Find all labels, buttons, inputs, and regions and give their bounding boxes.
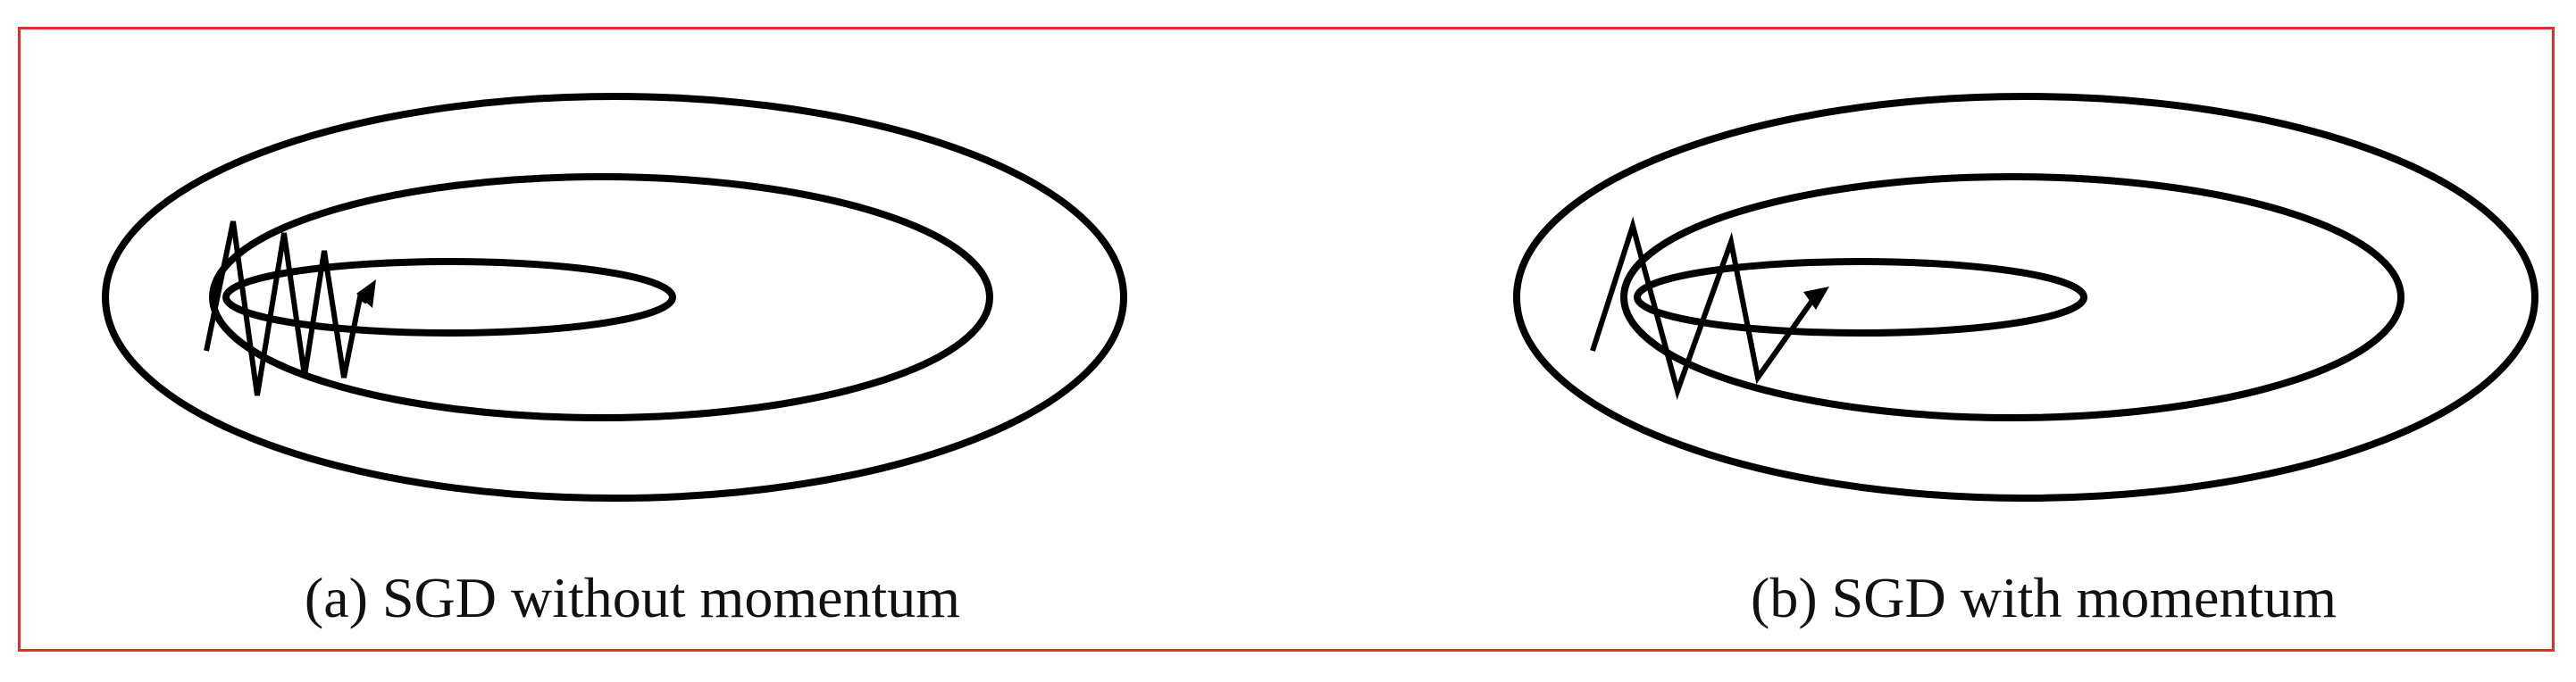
sgd-trajectory-no-momentum (204, 220, 369, 396)
contour-plot-a (102, 93, 1127, 502)
figure-frame: (a) SGD without momentum (b) SGD with mo… (18, 27, 2555, 652)
sgd-trajectory-with-momentum (1590, 216, 1814, 400)
caption-sgd-without-momentum: (a) SGD without momentum (304, 566, 961, 629)
caption-sgd-with-momentum: (b) SGD with momentum (1751, 566, 2337, 629)
contour-inner (1634, 258, 2087, 337)
panel-sgd-with-momentum (1503, 83, 2576, 547)
contour-plot-b (1513, 93, 2538, 502)
trajectory-arrowhead (1803, 287, 1829, 310)
contour-inner (222, 258, 676, 337)
contour-outer (102, 93, 1127, 502)
contour-middle (1620, 173, 2405, 421)
contour-outer (1513, 93, 2538, 502)
trajectory-arrowhead (356, 279, 376, 308)
contour-middle (209, 173, 993, 421)
panel-sgd-without-momentum (92, 83, 1173, 547)
